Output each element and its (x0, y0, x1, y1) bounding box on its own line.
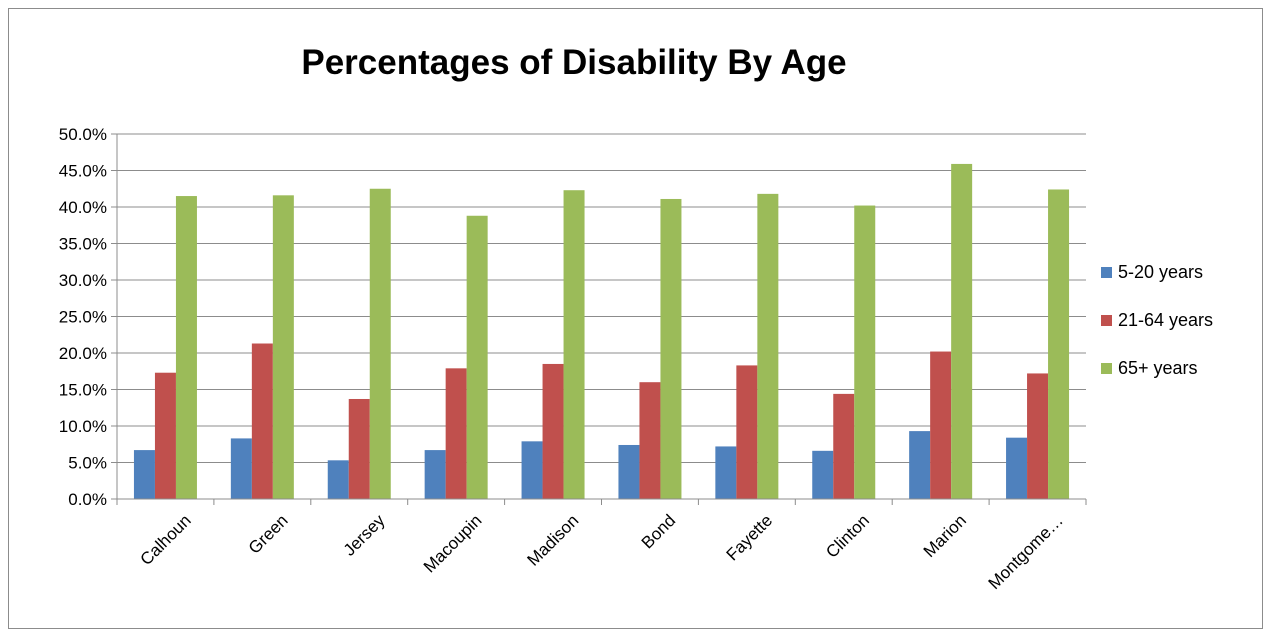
bar-marion-series-2 (951, 163, 973, 499)
bar-green-series-1 (251, 343, 273, 499)
x-tick-label: Jersey (340, 511, 389, 560)
bar-calhoun-series-2 (175, 196, 197, 500)
x-tick-label: Bond (638, 511, 680, 553)
x-tick-label: Marion (920, 511, 970, 561)
bar-calhoun-series-1 (154, 372, 176, 499)
chart-title: Percentages of Disability By Age (301, 43, 846, 82)
legend-label: 21-64 years (1118, 310, 1213, 330)
y-tick-label: 10.0% (59, 417, 107, 436)
bar-bond-series-0 (618, 444, 640, 499)
legend-label: 65+ years (1118, 358, 1198, 378)
x-tick-label: Clinton (822, 511, 873, 562)
bar-bond-series-1 (639, 382, 661, 499)
bar-macoupin-series-0 (424, 450, 446, 499)
bar-clinton-series-2 (854, 205, 876, 500)
y-tick-label: 40.0% (59, 198, 107, 217)
bar-fayette-series-1 (736, 365, 758, 499)
x-axis-tick-labels: Calhoun Green Jersey Macoupin Madison Bond Fay… (137, 511, 1067, 594)
y-tick-label: 20.0% (59, 344, 107, 363)
bar-jersey-series-0 (327, 460, 349, 499)
bar-green-series-0 (230, 438, 252, 499)
legend-swatch (1101, 315, 1112, 326)
bar-chart: Percentages of Disability By Age 0.0% 5.0… (59, 43, 1213, 594)
bar-madison-series-1 (542, 363, 564, 499)
bar-marion-series-0 (909, 431, 931, 499)
bar-jersey-series-2 (369, 188, 391, 499)
bar-fayette-series-0 (715, 446, 737, 499)
bar-montgome--series-2 (1048, 189, 1070, 500)
bar-clinton-series-0 (812, 450, 834, 499)
legend-label: 5-20 years (1118, 262, 1203, 282)
legend-swatch (1101, 363, 1112, 374)
bar-jersey-series-1 (348, 398, 370, 499)
axes (111, 133, 1087, 505)
x-tick-label: Green (245, 511, 292, 558)
x-tick-label: Fayette (723, 511, 777, 565)
bar-marion-series-1 (930, 351, 952, 499)
y-tick-label: 5.0% (68, 454, 107, 473)
x-tick-label: Calhoun (137, 511, 195, 569)
x-tick-label: Macoupin (420, 511, 486, 577)
x-tick-label: Madison (523, 511, 582, 570)
bar-green-series-2 (272, 195, 294, 499)
bar-madison-series-2 (563, 190, 585, 499)
legend-swatch (1101, 267, 1112, 278)
bar-macoupin-series-1 (445, 368, 467, 499)
bar-montgome--series-1 (1027, 373, 1049, 499)
bar-fayette-series-2 (757, 193, 779, 500)
bar-montgome--series-0 (1006, 437, 1028, 499)
y-tick-label: 30.0% (59, 271, 107, 290)
bar-madison-series-0 (521, 441, 543, 499)
y-tick-label: 15.0% (59, 381, 107, 400)
chart-frame: Percentages of Disability By Age 0.0% 5.0… (8, 8, 1263, 629)
y-tick-label: 25.0% (59, 308, 107, 327)
legend: 5-20 years 21-64 years 65+ years (1101, 262, 1213, 378)
x-tick-label: Montgome… (985, 511, 1067, 593)
y-tick-label: 35.0% (59, 235, 107, 254)
y-tick-label: 0.0% (68, 490, 107, 509)
bars (133, 163, 1070, 500)
bar-clinton-series-1 (833, 393, 855, 499)
y-axis-tick-labels: 0.0% 5.0% 10.0% 15.0% 20.0% 25.0% 30.0% 35.0% 40… (59, 125, 107, 509)
bar-bond-series-2 (660, 198, 682, 499)
bar-calhoun-series-0 (133, 450, 155, 499)
y-tick-label: 45.0% (59, 162, 107, 181)
bar-macoupin-series-2 (466, 215, 488, 499)
y-tick-label: 50.0% (59, 125, 107, 144)
